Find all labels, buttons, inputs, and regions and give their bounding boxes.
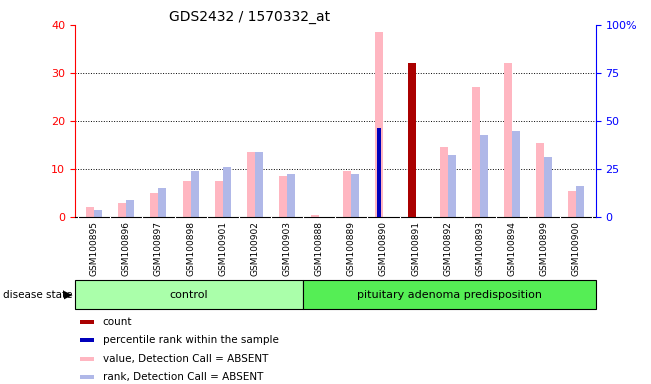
Text: GSM100897: GSM100897 [154,221,163,276]
Text: GSM100888: GSM100888 [314,221,324,276]
Bar [376,32,383,217]
Bar [343,171,352,217]
Bar [279,176,287,217]
Bar [287,174,295,217]
Bar [544,157,552,217]
Text: GSM100896: GSM100896 [122,221,131,276]
Text: GSM100890: GSM100890 [379,221,388,276]
Bar [81,357,94,361]
Text: GSM100892: GSM100892 [443,221,452,276]
Text: count: count [103,317,132,327]
Text: percentile rank within the sample: percentile rank within the sample [103,336,279,346]
Text: GSM100893: GSM100893 [475,221,484,276]
Bar [472,88,480,217]
Bar [223,167,231,217]
Bar [126,200,134,217]
Text: value, Detection Call = ABSENT: value, Detection Call = ABSENT [103,354,268,364]
Bar [311,215,319,217]
Text: GSM100898: GSM100898 [186,221,195,276]
Bar [191,171,199,217]
Bar [536,142,544,217]
Bar [303,280,596,309]
Bar [86,207,94,217]
Bar [182,181,191,217]
Text: GSM100895: GSM100895 [90,221,99,276]
Text: GSM100902: GSM100902 [251,221,259,276]
Bar [378,128,381,217]
Bar [247,152,255,217]
Bar [81,338,94,343]
Bar [448,155,456,217]
Text: control: control [169,290,208,300]
Bar [512,131,520,217]
Bar [215,181,223,217]
Text: GSM100891: GSM100891 [411,221,420,276]
Bar [94,210,102,217]
Bar [439,147,448,217]
Text: GSM100899: GSM100899 [540,221,549,276]
Bar [118,203,126,217]
Bar [255,152,263,217]
Bar [576,186,585,217]
Bar [408,63,415,217]
Bar [150,193,158,217]
Bar [81,375,94,379]
Text: GSM100889: GSM100889 [347,221,356,276]
Text: rank, Detection Call = ABSENT: rank, Detection Call = ABSENT [103,372,263,382]
Text: GSM100901: GSM100901 [218,221,227,276]
Text: GSM100894: GSM100894 [508,221,517,276]
Bar [352,174,359,217]
Bar [158,188,167,217]
Bar [568,190,576,217]
Text: GSM100903: GSM100903 [283,221,292,276]
Bar [504,63,512,217]
Text: pituitary adenoma predisposition: pituitary adenoma predisposition [357,290,542,300]
Bar [480,136,488,217]
Bar [75,280,303,309]
Text: GDS2432 / 1570332_at: GDS2432 / 1570332_at [169,10,331,23]
Text: ▶: ▶ [64,290,72,300]
Text: GSM100900: GSM100900 [572,221,581,276]
Bar [81,320,94,324]
Text: disease state: disease state [3,290,73,300]
